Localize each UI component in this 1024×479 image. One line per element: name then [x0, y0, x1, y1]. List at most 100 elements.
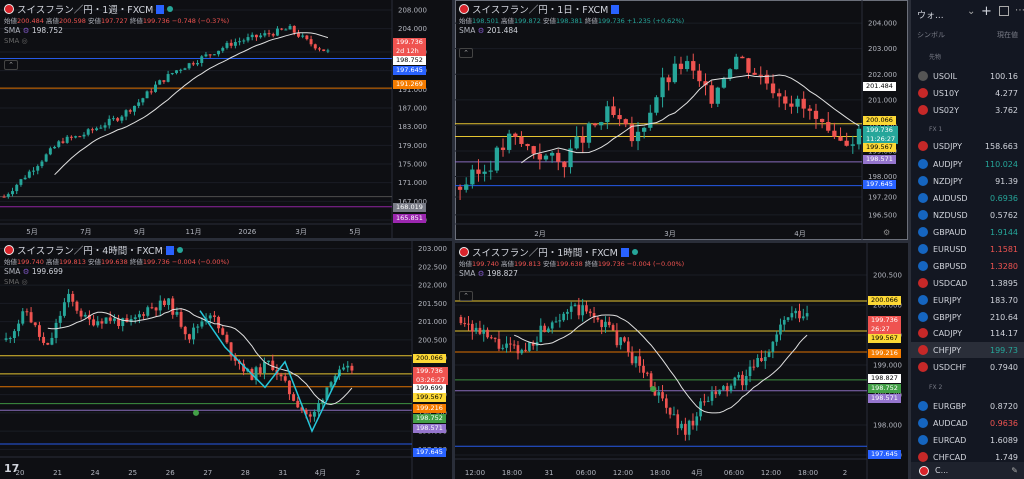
- price-scale-label[interactable]: 191.269: [393, 80, 426, 89]
- watchlist-row-eurcad[interactable]: EURCAD 1.6089: [911, 432, 1024, 448]
- watchlist-row-cadjpy[interactable]: CADJPY 114.17: [911, 325, 1024, 341]
- layout-icon[interactable]: [999, 6, 1009, 16]
- price-scale-label[interactable]: 197.645: [868, 450, 901, 459]
- chevron-down-icon[interactable]: ⌄: [967, 6, 976, 17]
- weekly-chart-canvas[interactable]: 208.000204.000199.000195.000191.000187.0…: [0, 0, 452, 238]
- price-scale-label[interactable]: 200.066: [868, 296, 901, 305]
- watchlist-row-usdjpy[interactable]: USDJPY 158.663: [911, 138, 1024, 154]
- sma-legend-2[interactable]: SMA ◎: [4, 37, 28, 45]
- sma-legend[interactable]: SMA ⚙ 198.827: [459, 269, 518, 278]
- bottom-symbol-bar[interactable]: C... ✎: [911, 462, 1024, 479]
- group-header-fx1[interactable]: FX 1: [929, 126, 943, 133]
- price-scale-label[interactable]: 199.216: [868, 349, 901, 358]
- bookmark-icon[interactable]: [165, 245, 174, 255]
- price-scale-label[interactable]: 200.066: [863, 116, 896, 125]
- group-header-futures[interactable]: 先物: [929, 54, 942, 61]
- price-scale-label[interactable]: 197.645: [393, 66, 426, 75]
- candle-body: [271, 34, 275, 36]
- watchlist-row-nzdusd[interactable]: NZDUSD 0.5762: [911, 207, 1024, 223]
- price-scale-label[interactable]: 199.567: [868, 334, 901, 343]
- bookmark-icon[interactable]: [611, 4, 620, 14]
- price-scale-label[interactable]: 198.752: [868, 384, 901, 393]
- price-scale-label[interactable]: 198.571: [413, 424, 446, 433]
- price-scale-label[interactable]: 198.752: [413, 414, 446, 423]
- symbol-title[interactable]: スイスフラン／円・1時間・FXCM: [472, 248, 618, 259]
- price-scale-label[interactable]: 200.066: [413, 354, 446, 363]
- bookmark-icon[interactable]: [620, 247, 629, 257]
- watchlist-row-chfjpy[interactable]: CHFJPY 199.73: [911, 342, 1024, 358]
- candle-body: [767, 352, 771, 357]
- more-icon[interactable]: ⋯: [1015, 5, 1024, 16]
- collapse-legend-button[interactable]: ⌃: [4, 60, 18, 70]
- price-scale-label[interactable]: 199.567: [413, 393, 446, 402]
- bookmark-icon[interactable]: [156, 4, 165, 14]
- candle-body: [741, 374, 744, 386]
- watchlist-row-us10y[interactable]: US10Y 4.277: [911, 85, 1024, 101]
- price-scale-label[interactable]: 199.567: [863, 143, 896, 152]
- price-scale-label[interactable]: 197.645: [413, 448, 446, 457]
- watchlist-row-audusd[interactable]: AUDUSD 0.6936: [911, 190, 1024, 206]
- candle-body: [470, 169, 475, 185]
- symbol-title[interactable]: スイスフラン／円・1週・FXCM: [17, 5, 154, 16]
- group-header-fx2[interactable]: FX 2: [929, 384, 943, 391]
- candle-body: [254, 34, 258, 38]
- price-scale-label[interactable]: 199.736 11:26:27: [863, 126, 899, 144]
- candle-body: [200, 321, 204, 327]
- watchlist-row-audcad[interactable]: AUDCAD 0.9636: [911, 415, 1024, 431]
- column-price[interactable]: 現在値: [997, 31, 1018, 39]
- watchlist-row-nzdjpy[interactable]: NZDJPY 91.39: [911, 173, 1024, 189]
- watchlist-row-gbpaud[interactable]: GBPAUD 1.9144: [911, 224, 1024, 240]
- watchlist-row-usdchf[interactable]: USDCHF 0.7940: [911, 359, 1024, 375]
- candle-body: [342, 367, 346, 370]
- settings-icon[interactable]: ⚙: [883, 228, 891, 237]
- chart-pane-daily[interactable]: 204.000203.000202.000201.000200.000199.0…: [455, 0, 908, 240]
- price-scale-label[interactable]: 201.484: [863, 82, 896, 91]
- symbol-title[interactable]: スイスフラン／円・4時間・FXCM: [17, 246, 163, 257]
- sma-legend-2[interactable]: SMA ◎: [4, 278, 28, 286]
- eye-icon[interactable]: ◎: [21, 278, 28, 286]
- collapse-legend-button[interactable]: ⌃: [459, 291, 473, 301]
- price-scale-label[interactable]: 199.216: [413, 404, 446, 413]
- add-symbol-icon[interactable]: +: [981, 4, 992, 19]
- watchlist-row-eurgbp[interactable]: EURGBP 0.8720: [911, 398, 1024, 414]
- price-scale-label[interactable]: 198.571: [863, 155, 896, 164]
- watchlist-row-gbpjpy[interactable]: GBPJPY 210.64: [911, 309, 1024, 325]
- sma-legend[interactable]: SMA ⚙ 201.484: [459, 26, 518, 35]
- price-scale-label[interactable]: 198.752: [393, 56, 426, 65]
- 4h-chart-canvas[interactable]: 203.000 202.500 202.000 201.500 201.000 200.5…: [0, 241, 452, 479]
- chart-pane-1h[interactable]: 200.500200.000199.500199.000198.500198.0…: [455, 243, 908, 479]
- watchlist-row-us02y[interactable]: US02Y 3.762: [911, 102, 1024, 118]
- price-scale-label[interactable]: 197.645: [863, 180, 896, 189]
- candle-body: [221, 47, 225, 51]
- flag-icon: [918, 244, 928, 254]
- chart-pane-4h[interactable]: 203.000 202.500 202.000 201.500 201.000 200.5…: [0, 241, 452, 479]
- daily-chart-canvas[interactable]: 204.000203.000202.000201.000200.000199.0…: [455, 0, 908, 240]
- watchlist-row-gbpusd[interactable]: GBPUSD 1.3280: [911, 258, 1024, 274]
- sma-legend[interactable]: SMA ⚙ 199.699: [4, 267, 63, 276]
- price-scale-label[interactable]: 198.571: [868, 394, 901, 403]
- collapse-legend-button[interactable]: ⌃: [459, 48, 473, 58]
- column-symbol[interactable]: シンボル: [917, 31, 945, 39]
- tradingview-logo[interactable]: 17: [4, 462, 20, 475]
- price-scale-label[interactable]: 199.736 2d 12h: [393, 38, 426, 56]
- price-scale-label[interactable]: 165.851: [393, 214, 426, 223]
- edit-icon[interactable]: ✎: [1011, 466, 1018, 475]
- chart-pane-weekly[interactable]: 208.000204.000199.000195.000191.000187.0…: [0, 0, 452, 238]
- watchlist-row-eurusd[interactable]: EURUSD 1.1581: [911, 241, 1024, 257]
- price-scale-label[interactable]: 198.827: [868, 374, 901, 383]
- watchlist-price: 0.6936: [990, 193, 1018, 203]
- price-scale-label[interactable]: 199.736 03:26:27: [413, 367, 449, 385]
- watchlist-row-usoil[interactable]: USOIL 100.16: [911, 68, 1024, 84]
- watchlist-row-audjpy[interactable]: AUDJPY 110.024: [911, 156, 1024, 172]
- watchlist-row-usdcad[interactable]: USDCAD 1.3895: [911, 275, 1024, 291]
- price-scale-label[interactable]: 199.699: [413, 384, 446, 393]
- price-scale-label[interactable]: 199.736 26:27: [868, 316, 901, 334]
- watchlist-row-chfcad[interactable]: CHFCAD 1.749: [911, 449, 1024, 465]
- price-scale-label[interactable]: 168.019: [393, 203, 426, 212]
- 1h-chart-canvas[interactable]: 200.500200.000199.500199.000198.500198.0…: [455, 243, 908, 479]
- sma-legend[interactable]: SMA ⚙ 198.752: [4, 26, 63, 35]
- watchlist-row-eurjpy[interactable]: EURJPY 183.70: [911, 292, 1024, 308]
- eye-icon[interactable]: ◎: [21, 37, 28, 45]
- symbol-title[interactable]: スイスフラン／円・1日・FXCM: [472, 5, 609, 16]
- watchlist-title[interactable]: ウォ...: [917, 11, 944, 21]
